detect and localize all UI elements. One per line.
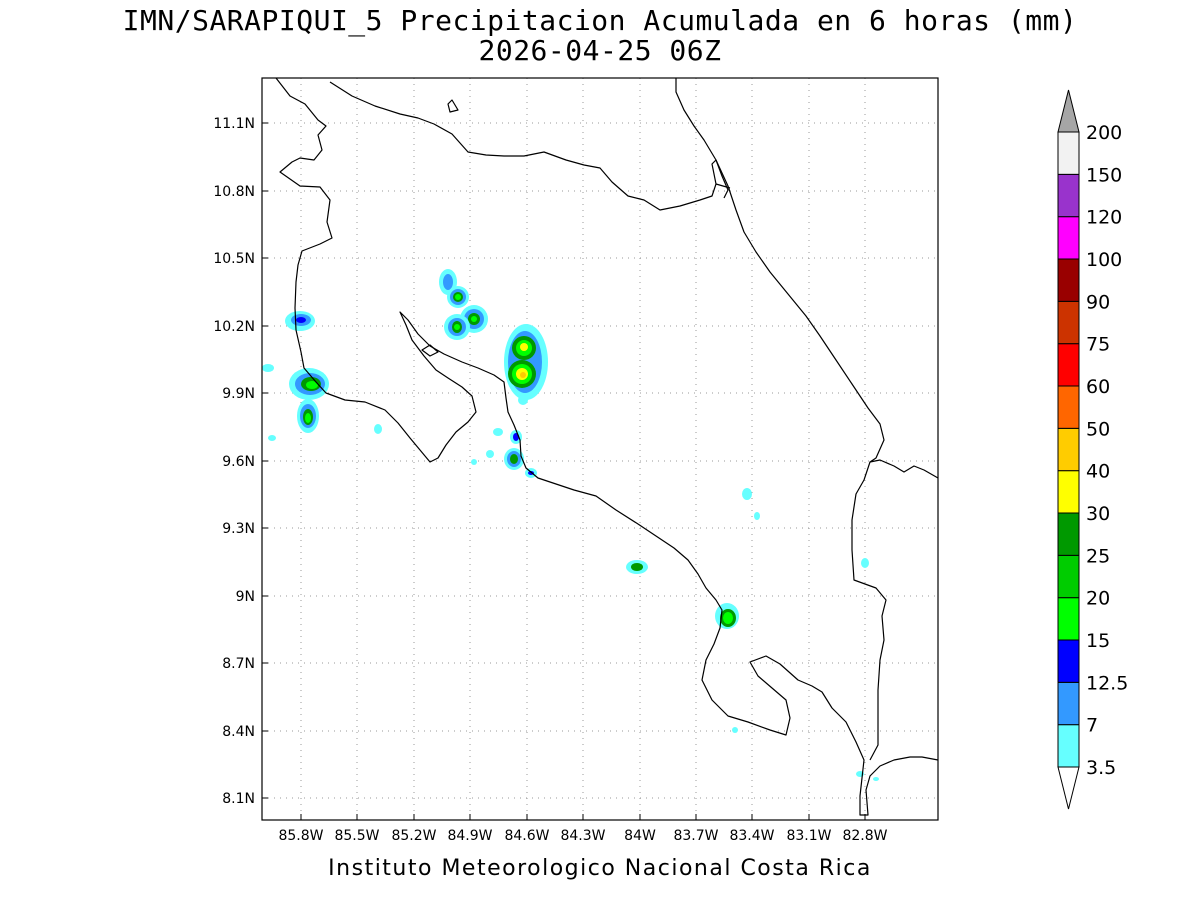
- colorbar-label: 15: [1086, 630, 1110, 652]
- map-panel: 11.1N 10.8N 10.5N 10.2N 9.9N 9.6N 9.3N 9…: [213, 77, 939, 844]
- map-frame: [261, 77, 939, 821]
- footer-institution: Instituto Meteorologico Nacional Costa R…: [328, 856, 872, 881]
- lat-label: 9N: [236, 589, 255, 605]
- colorbar-label: 25: [1086, 545, 1110, 567]
- colorbar-label: 3.5: [1086, 757, 1116, 779]
- lon-label: 84W: [624, 828, 656, 844]
- colorbar-swatch: [1057, 470, 1080, 514]
- colorbar-label: 20: [1086, 588, 1110, 610]
- lat-label: 10.2N: [213, 319, 255, 335]
- axis-ticks: [262, 122, 866, 820]
- lat-label: 9.3N: [222, 521, 255, 537]
- lon-gridlines: [300, 78, 866, 820]
- lon-label: 85.8W: [278, 828, 323, 844]
- lon-label: 85.5W: [334, 828, 379, 844]
- colorbar-swatch: [1057, 639, 1080, 683]
- lon-label: 84.9W: [447, 828, 492, 844]
- colorbar-label: 40: [1086, 461, 1110, 483]
- colorbar-swatch: [1057, 131, 1080, 175]
- colorbar-label: 75: [1086, 334, 1110, 356]
- map-title: IMN/SARAPIQUI_5 Precipitacion Acumulada …: [122, 4, 1078, 37]
- lon-label: 82.8W: [842, 828, 887, 844]
- lat-label: 8.7N: [222, 656, 255, 672]
- colorbar-label: 60: [1086, 376, 1110, 398]
- lat-labels: 11.1N 10.8N 10.5N 10.2N 9.9N 9.6N 9.3N 9…: [213, 116, 255, 807]
- color-bar-legend: 3.5 7 12.5 15 20 25 30 40 50 60 75 90 100 120 150 200: [1057, 89, 1128, 810]
- colorbar-label: 120: [1086, 207, 1122, 229]
- colorbar-label: 30: [1086, 503, 1110, 525]
- lat-label: 11.1N: [213, 116, 255, 132]
- lat-label: 10.8N: [213, 184, 255, 200]
- colorbar-label: 7: [1086, 715, 1098, 737]
- colorbar-label: 150: [1086, 164, 1122, 186]
- lon-label: 83.7W: [673, 828, 718, 844]
- map-subtitle-datetime: 2026-04-25 06Z: [478, 34, 722, 67]
- colorbar-label: 100: [1086, 249, 1122, 271]
- colorbar-swatch: [1057, 512, 1080, 556]
- colorbar-label: 200: [1086, 122, 1122, 144]
- colorbar-label: 50: [1086, 418, 1110, 440]
- lon-labels: 85.8W 85.5W 85.2W 84.9W 84.6W 84.3W 84W …: [278, 828, 887, 844]
- colorbar-swatch: [1057, 258, 1080, 302]
- lat-label: 9.9N: [222, 386, 255, 402]
- colorbar-label: 12.5: [1086, 672, 1128, 694]
- colorbar-bottom-arrow: [1057, 766, 1080, 810]
- colorbar-label: 90: [1086, 291, 1110, 313]
- colorbar-top-arrow: [1057, 89, 1080, 133]
- colorbar-swatch: [1057, 173, 1080, 218]
- colorbar-swatch: [1057, 343, 1080, 387]
- lat-label: 10.5N: [213, 251, 255, 267]
- colorbar-swatch: [1057, 681, 1080, 726]
- lat-label: 8.1N: [222, 791, 255, 807]
- lon-label: 83.4W: [729, 828, 774, 844]
- colorbar-swatch: [1057, 300, 1080, 345]
- colorbar-swatch: [1057, 385, 1080, 429]
- lon-label: 85.2W: [391, 828, 436, 844]
- lat-label: 8.4N: [222, 724, 255, 740]
- colorbar-swatch: [1057, 427, 1080, 472]
- lat-label: 9.6N: [222, 454, 255, 470]
- colorbar-swatch: [1057, 597, 1080, 641]
- coastlines-and-borders: [275, 77, 939, 816]
- colorbar-swatch: [1057, 554, 1080, 599]
- colorbar-swatch: [1057, 216, 1080, 260]
- lon-label: 83.1W: [786, 828, 831, 844]
- colorbar-swatch: [1057, 724, 1080, 768]
- lon-label: 84.3W: [560, 828, 605, 844]
- lon-label: 84.6W: [504, 828, 549, 844]
